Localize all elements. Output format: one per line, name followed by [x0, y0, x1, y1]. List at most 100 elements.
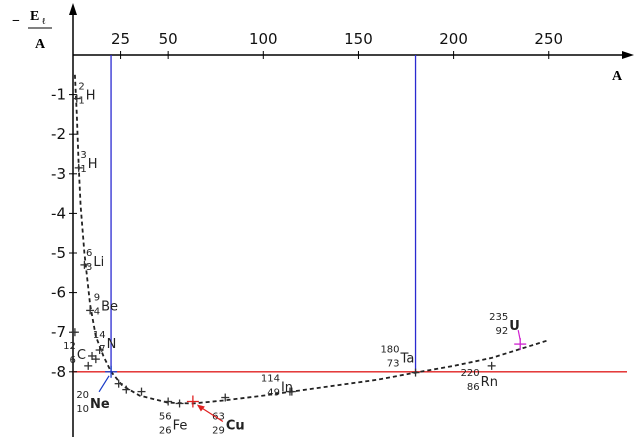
atomic-number: 49 — [267, 388, 280, 399]
reference-lines — [73, 55, 627, 373]
data-point — [122, 385, 131, 394]
nuclide-label-h-3: 3 1 H — [80, 150, 97, 175]
x-axis-label: A — [612, 69, 623, 84]
atomic-number: 3 — [86, 262, 92, 273]
element-symbol: Rn — [481, 375, 498, 390]
y-tick-label: -6 — [51, 284, 66, 302]
y-tick-label: -5 — [51, 244, 66, 262]
x-tick-label: 250 — [534, 30, 563, 48]
element-symbol: Cu — [226, 419, 245, 434]
mass-number: 235 — [489, 312, 508, 323]
mass-number: 2 — [78, 82, 84, 93]
atomic-number: 73 — [387, 359, 400, 370]
mass-number: 9 — [94, 292, 100, 303]
mass-number: 63 — [212, 412, 225, 423]
svg-text:ℓ: ℓ — [42, 16, 46, 26]
nuclide-label-ne-20: 20 10 Ne — [76, 390, 110, 415]
element-symbol: Li — [93, 255, 104, 270]
x-tick-label: 25 — [111, 30, 130, 48]
u-arrow — [517, 329, 521, 341]
nuclide-label-cu-63: 63 29 Cu — [212, 412, 245, 437]
nuclide-point-h-2 — [72, 94, 81, 103]
element-symbol: Be — [101, 299, 118, 314]
data-point — [164, 397, 173, 406]
nuclide-label-ta-180: 180 73 Ta — [380, 345, 414, 370]
trend-curve-layer — [74, 74, 550, 405]
mass-number: 114 — [261, 374, 280, 385]
nuclide-point-fe-56 — [175, 399, 184, 408]
x-tick-label: 200 — [439, 30, 468, 48]
atomic-number: 4 — [94, 306, 100, 317]
mass-number: 12 — [63, 341, 76, 352]
x-tick-label: 100 — [249, 30, 278, 48]
y-axis-label: − E ℓ A — [12, 9, 52, 52]
nuclide-label-fe-56: 56 26 Fe — [159, 411, 188, 436]
data-point — [137, 387, 146, 396]
atomic-number: 10 — [76, 404, 89, 415]
y-axis-arrow — [69, 3, 77, 15]
element-symbol: C — [77, 348, 86, 363]
nuclide-point-c-12 — [91, 355, 100, 364]
svg-text:−: − — [12, 14, 20, 29]
atomic-number: 1 — [78, 96, 84, 107]
mass-number: 180 — [380, 345, 399, 356]
element-symbol: Ta — [400, 352, 415, 367]
svg-text:A: A — [35, 37, 46, 52]
mass-number: 6 — [86, 248, 92, 259]
x-axis-arrow — [622, 51, 634, 59]
element-symbol: H — [86, 89, 96, 104]
y-tick-label: -3 — [51, 165, 66, 183]
nuclide-point-be-9 — [86, 306, 95, 315]
y-tick-label: -4 — [51, 204, 66, 222]
atomic-number: 6 — [69, 355, 75, 366]
atomic-number: 92 — [495, 326, 508, 337]
nuclide-label-c-12: 12 6 C — [63, 341, 86, 366]
ne-arrow — [98, 375, 110, 393]
data-point — [221, 393, 230, 402]
atomic-number: 7 — [99, 344, 105, 355]
element-symbol: In — [281, 381, 293, 396]
nuclide-point-li-6 — [80, 260, 89, 269]
nuclide-point-in-114 — [285, 387, 294, 396]
y-tick-label: -8 — [51, 363, 66, 381]
element-symbol: Ne — [90, 397, 110, 412]
data-point — [114, 379, 123, 388]
nuclide-label-u-235: 235 92 U — [489, 312, 520, 337]
data-point — [84, 361, 93, 370]
nuclide-point-cu-63 — [186, 395, 199, 408]
x-tick-label: 150 — [344, 30, 373, 48]
mass-number: 3 — [80, 150, 86, 161]
cu-arrowhead — [196, 404, 205, 412]
nuclide-label-be-9: 9 4 Be — [94, 292, 118, 317]
nuclide-label-h-2: 2 1 H — [78, 82, 95, 107]
element-symbol: H — [88, 157, 98, 172]
atomic-number: 86 — [467, 382, 480, 393]
svg-text:E: E — [30, 9, 39, 24]
nuclide-point-ta-180 — [411, 368, 420, 377]
y-tick-label: -7 — [51, 323, 66, 341]
mass-number: 14 — [93, 330, 106, 341]
atomic-number: 26 — [159, 425, 172, 436]
nuclide-label-in-114: 114 49 In — [261, 374, 293, 399]
x-ticks: 25 50 100 150 200 250 — [111, 30, 563, 59]
y-tick-label: -2 — [51, 125, 66, 143]
nuclide-point-rn-220 — [487, 361, 496, 370]
y-tick-label: -1 — [51, 86, 66, 104]
nuclide-point-ne-20 — [105, 365, 118, 378]
x-tick-label: 50 — [159, 30, 178, 48]
trend-curve — [74, 74, 550, 405]
atomic-number: 1 — [80, 164, 86, 175]
nuclide-label-li-6: 6 3 Li — [86, 248, 104, 273]
nuclide-point-n-14 — [95, 346, 104, 355]
data-point — [70, 328, 79, 337]
nuclide-label-n-14: 14 7 N — [93, 330, 116, 355]
mass-number: 56 — [159, 411, 172, 422]
element-symbol: N — [107, 337, 117, 352]
data-points — [70, 94, 527, 408]
atomic-number: 29 — [212, 426, 225, 437]
nuclide-label-rn-220: 220 86 Rn — [461, 368, 498, 393]
element-symbol: U — [509, 319, 520, 334]
element-symbol: Fe — [173, 418, 188, 433]
